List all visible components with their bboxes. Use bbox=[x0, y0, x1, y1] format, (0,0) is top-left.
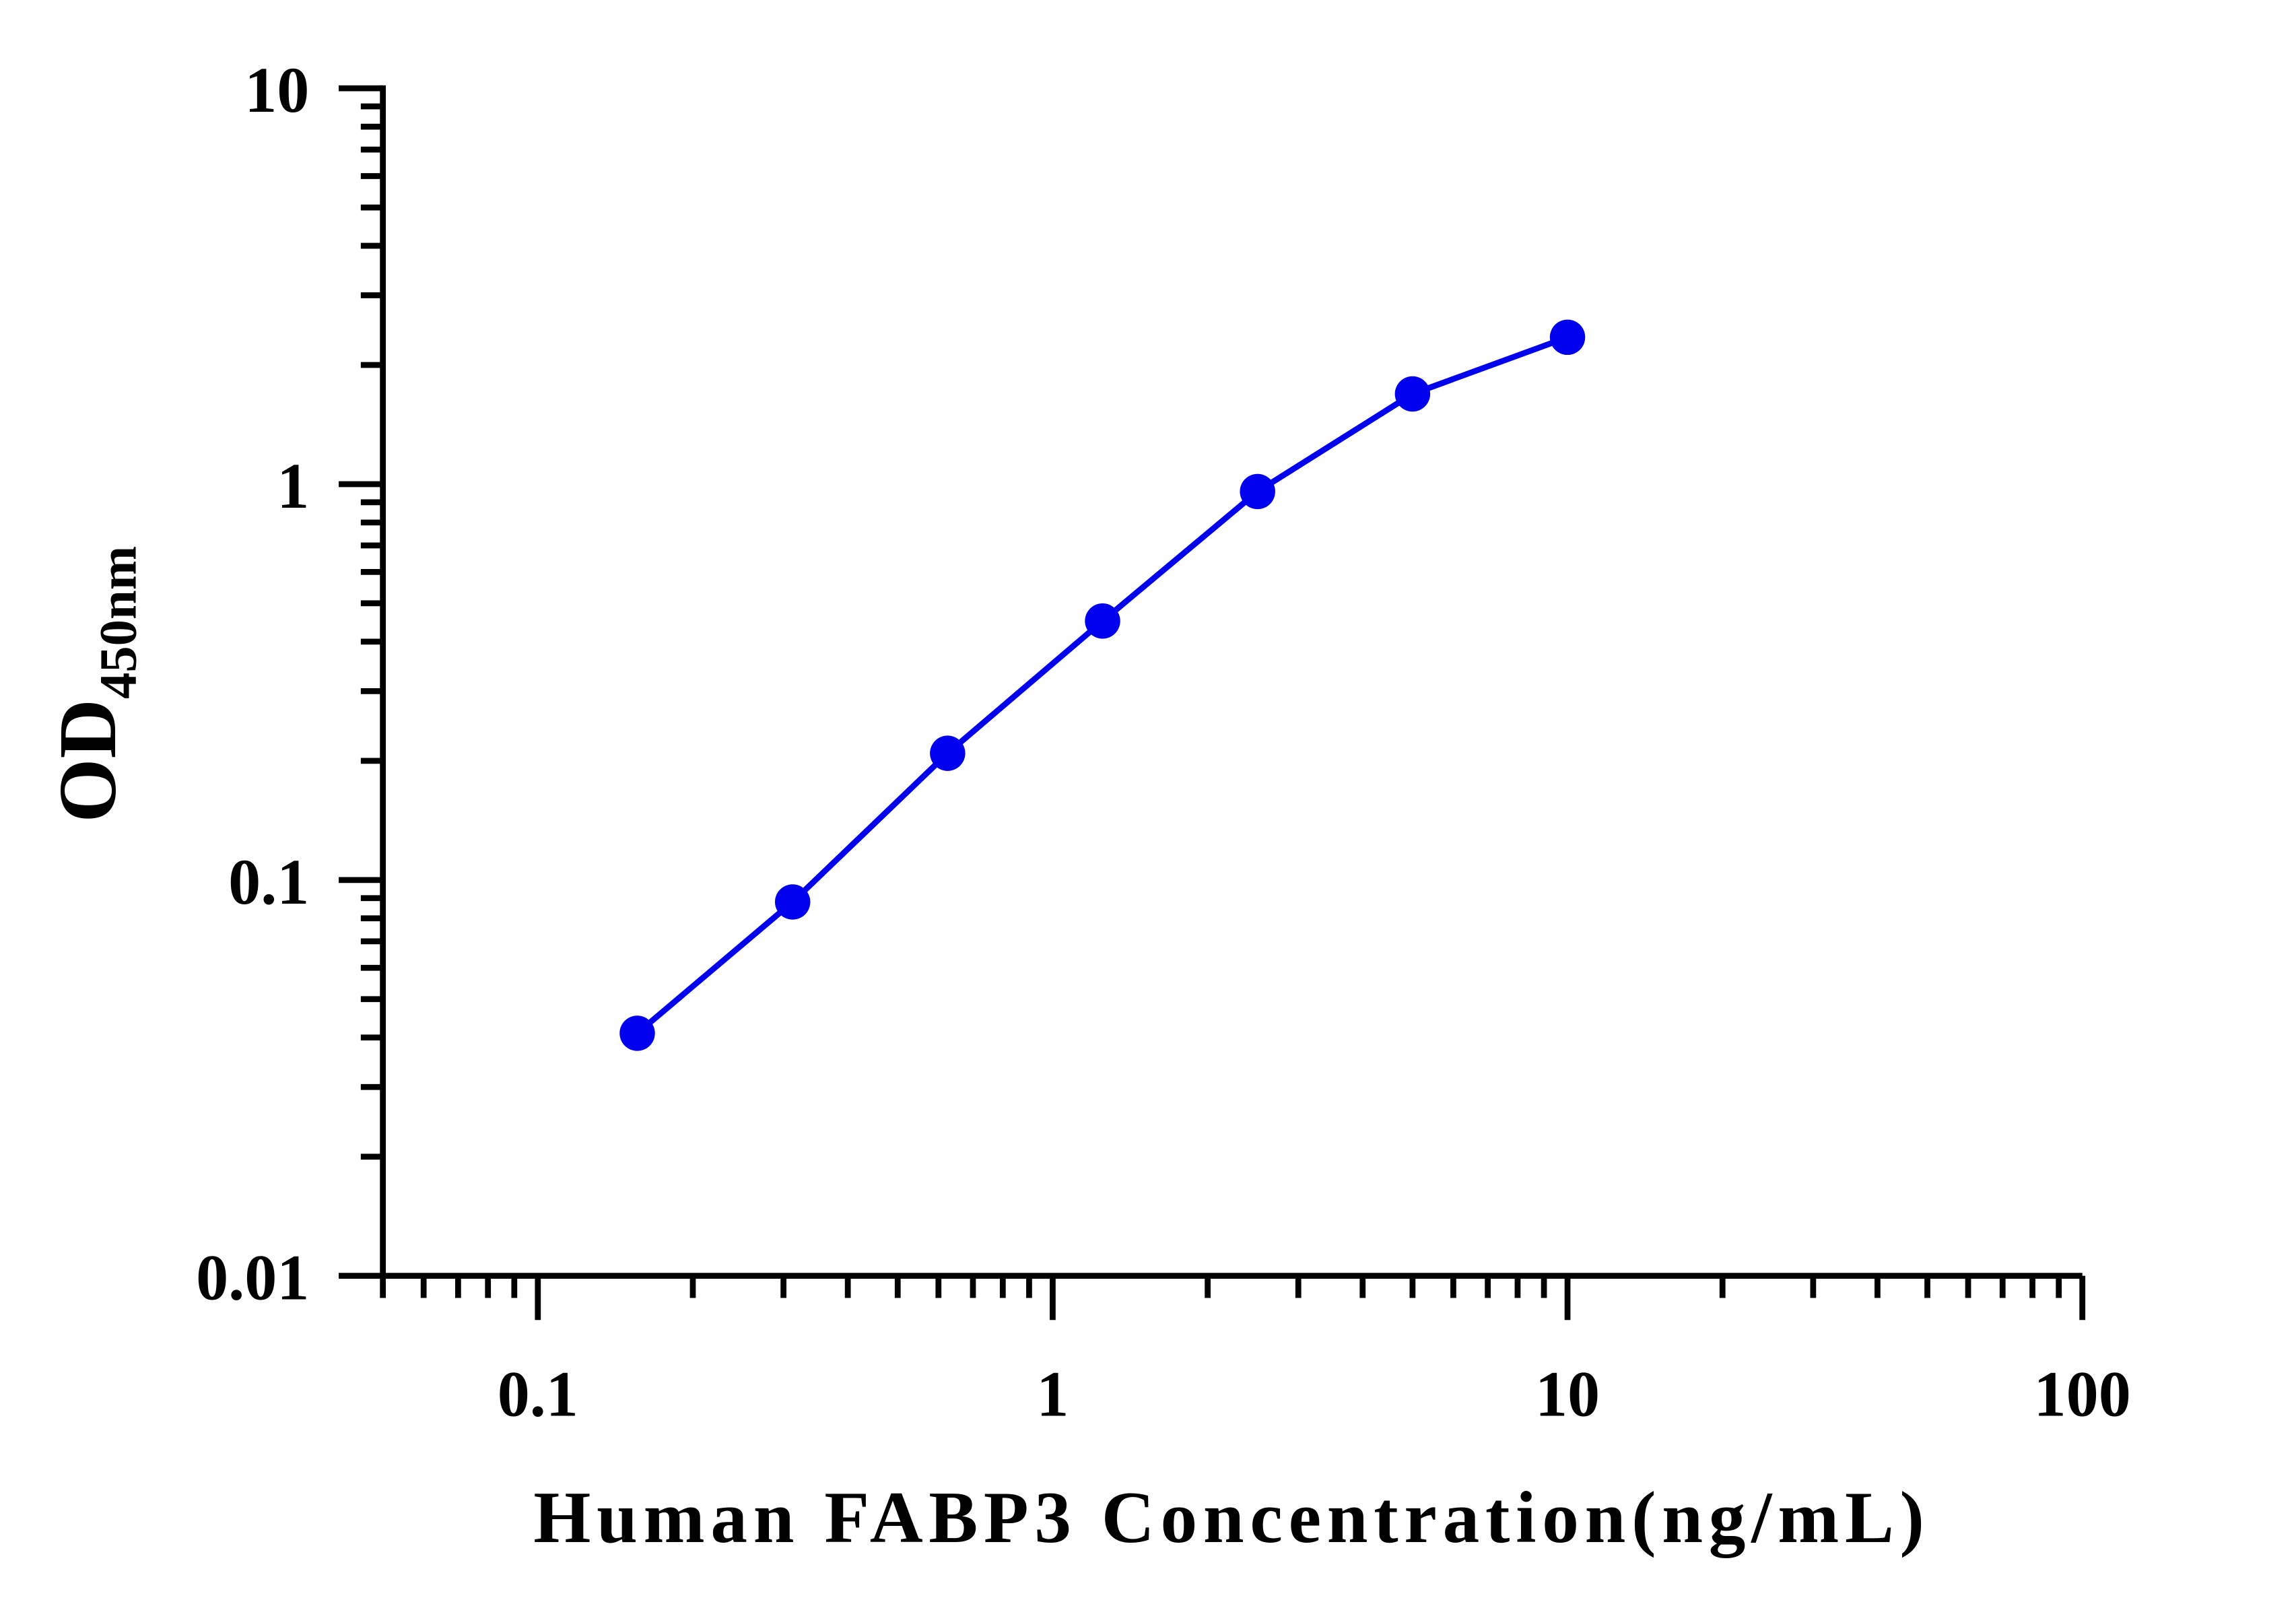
series bbox=[619, 319, 1586, 1051]
x-tick-label: 1 bbox=[1036, 1358, 1069, 1430]
x-tick-label: 100 bbox=[2034, 1358, 2131, 1430]
data-point bbox=[930, 735, 966, 771]
data-point bbox=[1394, 376, 1431, 412]
y-tick-label: 0.01 bbox=[196, 1242, 309, 1314]
y-axis-label: OD450nm bbox=[42, 546, 148, 823]
y-tick-label: 10 bbox=[244, 54, 309, 126]
data-point bbox=[1549, 319, 1586, 356]
data-point bbox=[1240, 473, 1275, 510]
series-line bbox=[635, 334, 1569, 1036]
y-axis-label-main: OD bbox=[42, 699, 133, 823]
y-tick-label: 1 bbox=[277, 450, 309, 522]
x-tick-label: 0.1 bbox=[498, 1358, 578, 1430]
y-axis-label-sub: 450nm bbox=[89, 546, 147, 699]
data-point bbox=[774, 884, 811, 920]
y-tick-label: 0.1 bbox=[228, 846, 309, 918]
x-axis-label: Human FABP3 Concentration(ng/mL) bbox=[533, 1477, 1930, 1558]
x-tick-label: 10 bbox=[1535, 1358, 1600, 1430]
data-point bbox=[619, 1015, 655, 1051]
data-point bbox=[1085, 603, 1120, 639]
axes: 0.1 1 10 100 0.01 0.1 1 10 bbox=[196, 54, 2131, 1430]
